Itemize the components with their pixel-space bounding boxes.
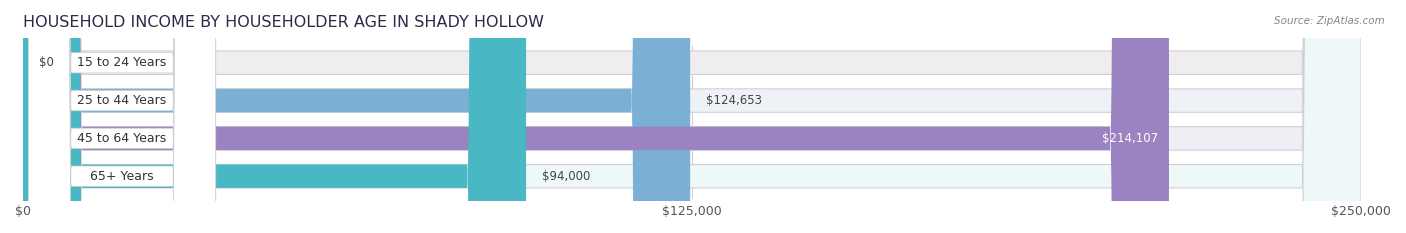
Text: 25 to 44 Years: 25 to 44 Years [77,94,167,107]
FancyBboxPatch shape [22,0,690,233]
Text: HOUSEHOLD INCOME BY HOUSEHOLDER AGE IN SHADY HOLLOW: HOUSEHOLD INCOME BY HOUSEHOLDER AGE IN S… [22,15,544,30]
FancyBboxPatch shape [28,0,215,233]
FancyBboxPatch shape [22,0,1361,233]
FancyBboxPatch shape [22,0,526,233]
Text: $214,107: $214,107 [1102,132,1159,145]
FancyBboxPatch shape [22,0,1361,233]
FancyBboxPatch shape [28,0,215,233]
Text: Source: ZipAtlas.com: Source: ZipAtlas.com [1274,16,1385,26]
Text: 15 to 24 Years: 15 to 24 Years [77,56,167,69]
Text: $124,653: $124,653 [706,94,762,107]
FancyBboxPatch shape [22,0,1168,233]
FancyBboxPatch shape [28,0,215,233]
FancyBboxPatch shape [22,0,1361,233]
Text: 45 to 64 Years: 45 to 64 Years [77,132,167,145]
Text: $94,000: $94,000 [543,170,591,183]
FancyBboxPatch shape [28,0,215,233]
Text: 65+ Years: 65+ Years [90,170,153,183]
Text: $0: $0 [39,56,53,69]
FancyBboxPatch shape [22,0,1361,233]
